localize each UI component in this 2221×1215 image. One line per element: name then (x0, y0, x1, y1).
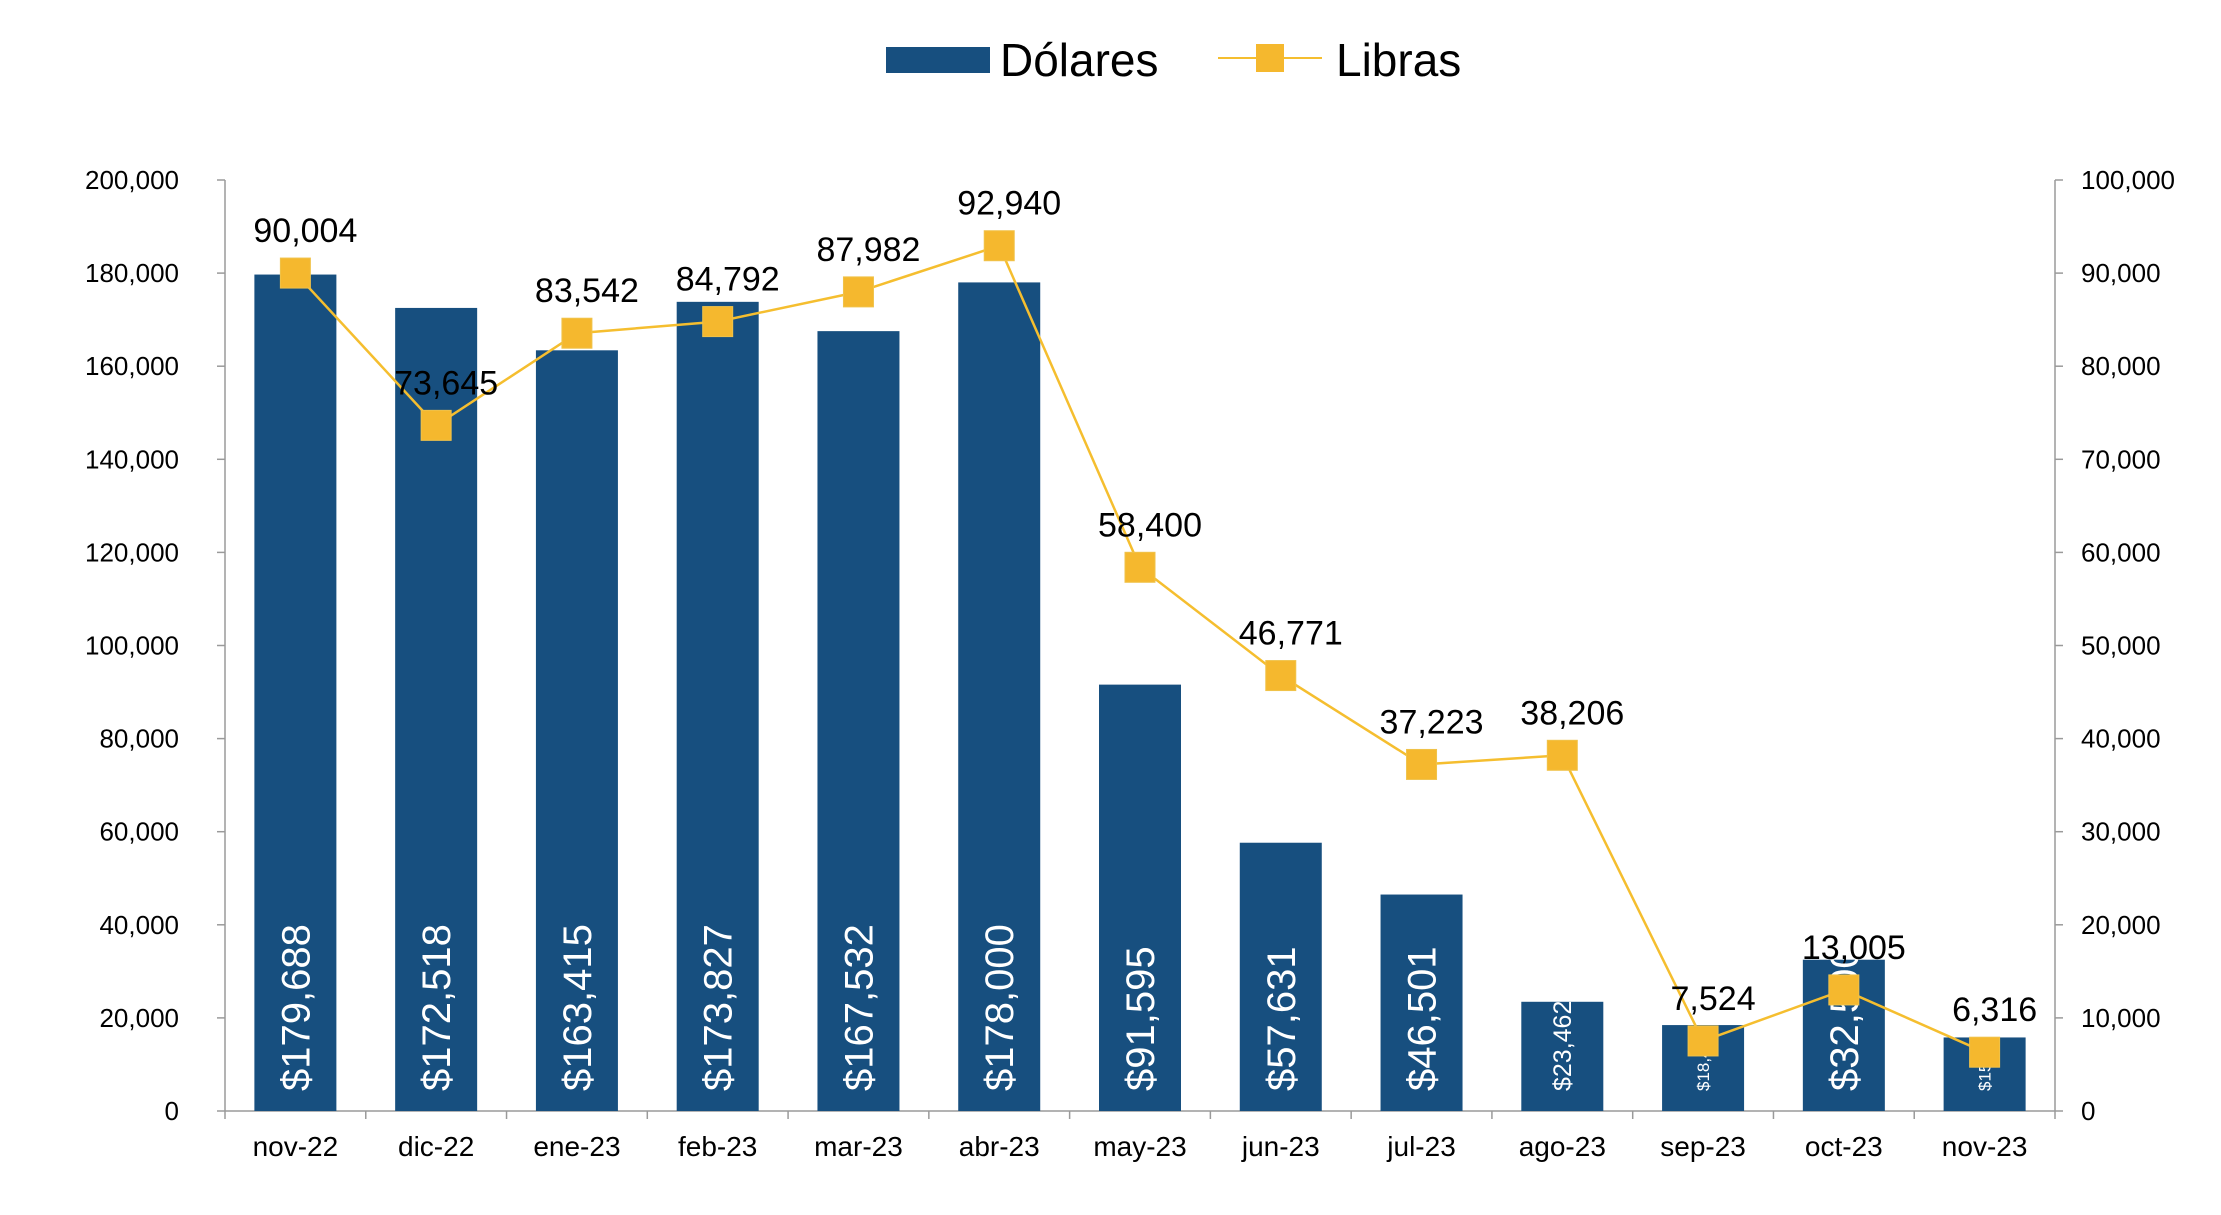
y-right-tick-label: 10,000 (2081, 1003, 2161, 1033)
line-series (279, 230, 2001, 1068)
line-data-label: 13,005 (1802, 929, 1906, 967)
data-labels: 90,004 73,645 83,542 84,792 87,982 92,940 58,4… (253, 185, 2037, 1029)
line-data-label: 92,940 (957, 185, 1061, 223)
y-right-tick-label: 30,000 (2081, 817, 2161, 847)
bar-dolares-nov-22 (254, 274, 337, 1111)
x-tick-label: ene-23 (533, 1131, 620, 1162)
marker-libras-mar-23 (842, 276, 874, 308)
x-tick-label: ago-23 (1519, 1131, 1606, 1162)
x-tick-label: jun-23 (1241, 1131, 1320, 1162)
marker-libras-jun-23 (1265, 660, 1297, 692)
line-data-label: 83,542 (535, 272, 639, 310)
y-left-tick-label: 60,000 (99, 817, 179, 847)
x-tick-label: mar-23 (814, 1131, 903, 1162)
y-right-tick-label: 40,000 (2081, 724, 2161, 754)
marker-libras-jul-23 (1406, 748, 1438, 780)
marker-libras-nov-22 (279, 257, 311, 289)
legend-label-dolares: Dólares (1000, 34, 1159, 86)
bar-dolares-ene-23 (535, 350, 618, 1111)
bar-dolares-jul-23 (1380, 894, 1463, 1111)
x-tick-label: feb-23 (678, 1131, 757, 1162)
line-data-label: 73,645 (394, 364, 498, 402)
y-left-tick-label: 0 (165, 1096, 179, 1126)
marker-libras-abr-23 (983, 230, 1015, 262)
marker-libras-ene-23 (561, 317, 593, 349)
y-left-tick-label: 180,000 (85, 258, 179, 288)
legend-marker-libras (1256, 44, 1284, 72)
line-data-label: 87,982 (816, 231, 920, 269)
y-right-tick-label: 80,000 (2081, 351, 2161, 381)
x-tick-label: oct-23 (1805, 1131, 1883, 1162)
x-tick-label: abr-23 (959, 1131, 1040, 1162)
legend-label-libras: Libras (1336, 34, 1461, 86)
bar-dolares-jun-23 (1239, 842, 1322, 1111)
bar-dolares-ago-23 (1521, 1001, 1604, 1111)
y-left-tick-label: 80,000 (99, 724, 179, 754)
y-right-tick-label: 0 (2081, 1096, 2095, 1126)
bar-data-label: $172,518 (415, 924, 459, 1091)
line-data-label: 6,316 (1952, 991, 2037, 1029)
x-tick-label: dic-22 (398, 1131, 474, 1162)
y-right-tick-label: 70,000 (2081, 444, 2161, 474)
line-data-label: 37,223 (1380, 703, 1484, 741)
marker-libras-oct-23 (1828, 974, 1860, 1006)
x-tick-label: may-23 (1093, 1131, 1186, 1162)
marker-libras-nov-23 (1969, 1036, 2001, 1068)
bar-data-label: $173,827 (697, 924, 741, 1091)
x-tick-label: sep-23 (1660, 1131, 1746, 1162)
bar-series: $179,688 $172,518 $163,415 $173,827 $167,532… (254, 274, 2026, 1111)
bar-data-label: $32,500 (1823, 946, 1867, 1091)
y-right-tick-label: 60,000 (2081, 537, 2161, 567)
x-tick-label: jul-23 (1386, 1131, 1455, 1162)
line-data-label: 84,792 (676, 261, 780, 299)
marker-libras-may-23 (1124, 551, 1156, 583)
bar-dolares-mar-23 (817, 331, 900, 1111)
y-left-tick-label: 100,000 (85, 631, 179, 661)
bar-data-label: $167,532 (837, 924, 881, 1091)
marker-libras-feb-23 (702, 306, 734, 338)
line-data-label: 58,400 (1098, 506, 1202, 544)
line-data-label: 90,004 (253, 212, 357, 250)
bar-data-label: $46,501 (1401, 946, 1445, 1091)
legend: Dólares Libras (886, 34, 1461, 86)
bar-data-label: $179,688 (274, 924, 318, 1091)
y-right-tick-label: 90,000 (2081, 258, 2161, 288)
y-right-tick-label: 100,000 (2081, 165, 2175, 195)
y-left-tick-label: 160,000 (85, 351, 179, 381)
y-left-tick-label: 40,000 (99, 910, 179, 940)
y-left-tick-label: 140,000 (85, 444, 179, 474)
y-right-tick-label: 20,000 (2081, 910, 2161, 940)
axes: 0 20,000 40,000 60,000 80,000 100,000 120,000 1… (85, 165, 2175, 1162)
marker-libras-sep-23 (1687, 1025, 1719, 1057)
y-right-tick-label: 50,000 (2081, 631, 2161, 661)
bar-data-label: $178,000 (978, 924, 1022, 1091)
line-data-label: 38,206 (1520, 694, 1624, 732)
x-tick-label: nov-22 (253, 1131, 339, 1162)
y-left-tick-label: 20,000 (99, 1003, 179, 1033)
bar-dolares-may-23 (1099, 684, 1181, 1111)
bar-dolares-abr-23 (958, 282, 1041, 1111)
bar-data-label: $23,462 (1549, 1001, 1577, 1091)
bar-dolares-feb-23 (676, 301, 759, 1111)
line-data-label: 46,771 (1239, 615, 1343, 653)
bar-data-label: $91,595 (1119, 946, 1163, 1091)
marker-libras-dic-22 (420, 409, 452, 441)
bar-data-label: $57,631 (1260, 946, 1304, 1091)
y-left-tick-label: 200,000 (85, 165, 179, 195)
x-tick-label: nov-23 (1942, 1131, 2028, 1162)
bar-data-label: $163,415 (556, 924, 600, 1091)
y-left-tick-label: 120,000 (85, 537, 179, 567)
legend-swatch-dolares (886, 47, 990, 73)
line-data-label: 7,524 (1671, 980, 1756, 1018)
bar-dolares-dic-22 (395, 307, 478, 1111)
marker-libras-ago-23 (1546, 739, 1578, 771)
